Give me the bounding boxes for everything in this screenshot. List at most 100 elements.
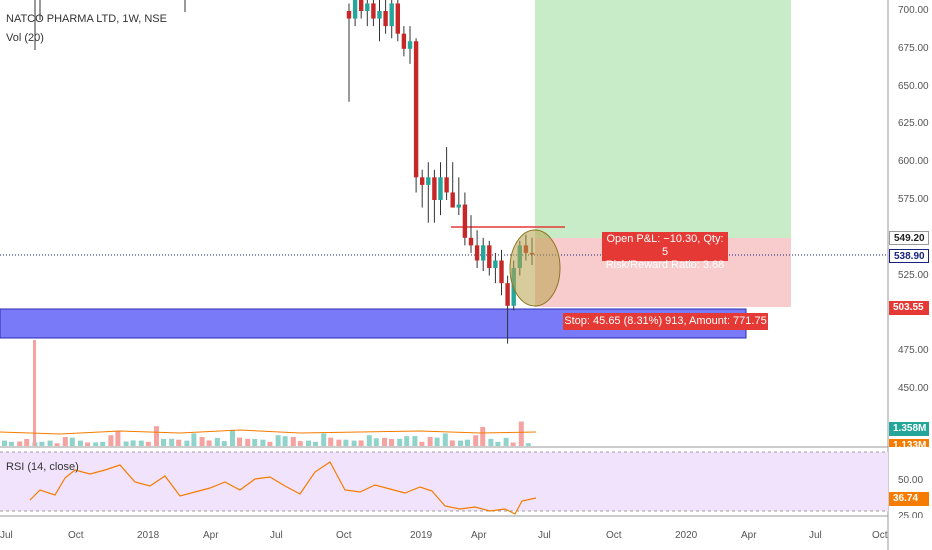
candle-body[interactable] — [413, 41, 419, 178]
volume-bar — [343, 439, 349, 446]
time-tick-label: Oct — [606, 530, 622, 541]
volume-bar — [434, 437, 440, 446]
volume-bar — [427, 437, 433, 446]
volume-bar — [412, 436, 418, 446]
volume-bar — [130, 440, 136, 446]
volume-bar — [503, 437, 509, 446]
volume-bar — [62, 437, 68, 446]
candle-body[interactable] — [383, 11, 388, 27]
candle-body[interactable] — [493, 260, 498, 269]
volume-bar — [214, 437, 220, 446]
highlight-ellipse[interactable] — [509, 229, 561, 307]
price-tick-label: 600.00 — [898, 156, 929, 168]
volume-bar — [33, 340, 36, 446]
candle-body[interactable] — [487, 245, 492, 269]
candle-body[interactable] — [365, 3, 370, 12]
candle-body[interactable] — [407, 41, 413, 49]
target-zone[interactable] — [535, 0, 791, 238]
candle-body[interactable] — [505, 283, 510, 306]
time-tick-label: 2018 — [137, 530, 160, 541]
rsi-line — [29, 461, 537, 515]
candle-body[interactable] — [426, 177, 431, 185]
volume-bar — [78, 440, 83, 446]
candle-body[interactable] — [499, 260, 504, 284]
candle-body[interactable] — [450, 192, 455, 208]
pnl-line-1: Open P&L: −10.30, Qty: 5 — [606, 233, 724, 258]
candle-body[interactable] — [371, 3, 376, 19]
volume-bar — [488, 438, 494, 446]
time-tick-label: Apr — [203, 530, 219, 541]
rsi-value-tag: 36.74 — [889, 492, 929, 506]
time-tick-label: Oct — [336, 530, 352, 541]
price-tick-label: 575.00 — [898, 194, 929, 205]
price-tick-label: 650.00 — [898, 80, 929, 92]
volume-bar — [495, 441, 501, 446]
volume-bar — [237, 437, 242, 446]
candle-body[interactable] — [420, 177, 425, 185]
candle-body[interactable] — [401, 33, 407, 49]
volume-bar — [275, 435, 281, 446]
stop-label[interactable]: Stop: 45.65 (8.31%) 913, Amount: 771.75 — [563, 313, 768, 330]
candle-body[interactable] — [444, 177, 449, 193]
volume-bar — [123, 441, 129, 446]
candle-body[interactable] — [432, 177, 437, 200]
rsi-band — [0, 452, 888, 511]
current-price-tag: 538.90 — [889, 249, 929, 263]
volume-bar — [397, 438, 403, 446]
volume-bar — [510, 442, 516, 446]
volume-bar — [373, 438, 379, 446]
candle-body[interactable] — [468, 237, 474, 246]
volume-bar — [473, 435, 479, 446]
volume-bar — [419, 441, 425, 446]
price-tick-label: 450.00 — [898, 383, 929, 394]
volume-bar — [449, 440, 455, 446]
volume-bar — [313, 441, 318, 446]
volume-bar — [169, 438, 175, 446]
volume-tag: 1.358M — [889, 422, 929, 436]
time-tick-label: Jul — [0, 530, 13, 541]
entry-price-tag: 549.20 — [889, 231, 929, 245]
volume-bar — [100, 441, 106, 446]
candle-body[interactable] — [377, 11, 382, 19]
price-tick-label: 525.00 — [898, 269, 929, 281]
time-tick-label: 2020 — [675, 530, 698, 541]
candle-body[interactable] — [438, 177, 443, 200]
volume-bar — [404, 436, 410, 446]
rsi-tick-50: 50.00 — [898, 475, 924, 486]
volume-bar — [176, 439, 182, 446]
pnl-label[interactable]: Open P&L: −10.30, Qty: 5 Risk/Reward Rat… — [602, 232, 728, 271]
volume-bar — [290, 437, 296, 446]
volume-bar — [382, 437, 387, 446]
candles-group — [34, 0, 535, 344]
volume-legend: Vol (20) — [6, 32, 44, 44]
volume-bar — [518, 421, 524, 446]
volume-bar — [297, 441, 303, 446]
price-tick-label: 700.00 — [898, 5, 929, 16]
candle-body[interactable] — [395, 3, 400, 34]
candle-body[interactable] — [359, 0, 364, 11]
volume-bar — [336, 439, 342, 446]
volume-bar — [321, 433, 327, 446]
volume-bar — [69, 437, 75, 446]
time-tick-label: 2019 — [410, 530, 433, 541]
volume-bar — [206, 440, 212, 446]
candle-body[interactable] — [481, 245, 486, 261]
candle-body[interactable] — [462, 204, 468, 238]
volume-bar — [47, 440, 53, 446]
time-tick-label: Apr — [471, 530, 487, 541]
candle-body[interactable] — [456, 204, 461, 208]
time-tick-label: Jul — [809, 530, 822, 541]
candle-body[interactable] — [389, 3, 394, 27]
candle-body[interactable] — [346, 11, 352, 19]
volume-bar — [252, 439, 258, 446]
stop-price-tag: 503.55 — [889, 301, 929, 315]
volume-bar — [24, 439, 30, 446]
volume-bar — [9, 441, 14, 446]
candle-body[interactable] — [352, 0, 358, 19]
volume-bar — [115, 430, 121, 446]
candle-body[interactable] — [474, 245, 480, 261]
volume-bar — [184, 440, 190, 446]
volume-bar — [145, 441, 151, 446]
price-tick-label: 675.00 — [898, 42, 929, 54]
